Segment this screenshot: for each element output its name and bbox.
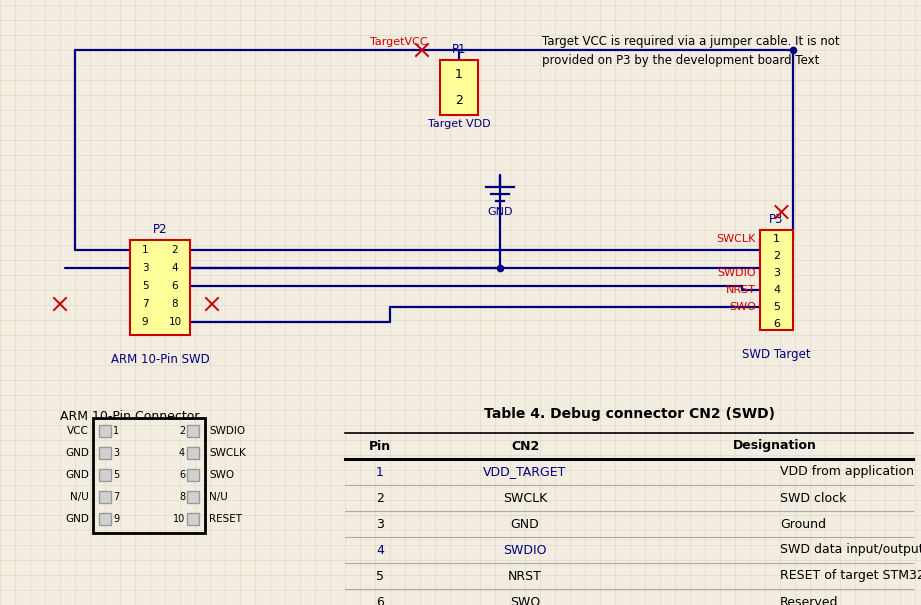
Text: 2: 2 (171, 245, 179, 255)
Text: SWO: SWO (209, 470, 234, 480)
Text: SWD Target: SWD Target (742, 348, 810, 361)
Text: SWDIO: SWDIO (209, 426, 245, 436)
Text: 4: 4 (773, 285, 780, 295)
Text: 1: 1 (376, 465, 384, 479)
Text: 2: 2 (773, 251, 780, 261)
Text: SWCLK: SWCLK (717, 234, 756, 244)
Text: 2: 2 (179, 426, 185, 436)
Text: RESET of target STM32: RESET of target STM32 (780, 569, 921, 583)
Text: VCC: VCC (67, 426, 89, 436)
Text: ARM 10-Pin Connector: ARM 10-Pin Connector (60, 410, 200, 423)
Text: 7: 7 (113, 492, 119, 502)
Text: RESET: RESET (209, 514, 242, 524)
Text: 10: 10 (169, 317, 181, 327)
Text: 3: 3 (376, 517, 384, 531)
Text: NRST: NRST (508, 569, 542, 583)
Text: VDD from application: VDD from application (780, 465, 914, 479)
Text: 1: 1 (455, 68, 463, 80)
Text: 8: 8 (171, 299, 179, 309)
Bar (187, 491, 199, 503)
Text: 4: 4 (171, 263, 179, 273)
Text: Reserved: Reserved (780, 595, 838, 605)
Text: 9: 9 (142, 317, 148, 327)
Text: 1: 1 (142, 245, 148, 255)
Bar (99, 513, 111, 525)
Text: 1: 1 (113, 426, 119, 436)
Bar (187, 425, 199, 437)
Text: N/U: N/U (209, 492, 227, 502)
Text: Pin: Pin (369, 439, 391, 453)
Text: 4: 4 (179, 448, 185, 458)
Text: 7: 7 (142, 299, 148, 309)
Bar (93, 418, 205, 533)
Bar (99, 425, 111, 437)
Text: 5: 5 (142, 281, 148, 291)
Text: 9: 9 (113, 514, 119, 524)
Text: 4: 4 (376, 543, 384, 557)
Text: 10: 10 (173, 514, 185, 524)
Text: Designation: Designation (733, 439, 817, 453)
Text: GND: GND (487, 207, 513, 217)
Text: VDD_TARGET: VDD_TARGET (484, 465, 566, 479)
Text: 6: 6 (773, 319, 780, 329)
Text: SWD clock: SWD clock (780, 491, 846, 505)
Text: Table 4. Debug connector CN2 (SWD): Table 4. Debug connector CN2 (SWD) (484, 407, 775, 421)
Text: GND: GND (65, 514, 89, 524)
Text: 8: 8 (179, 492, 185, 502)
Bar (99, 491, 111, 503)
Bar (130, 240, 190, 335)
Text: GND: GND (510, 517, 540, 531)
Text: SWCLK: SWCLK (503, 491, 547, 505)
Text: SWCLK: SWCLK (209, 448, 246, 458)
Text: Ground: Ground (780, 517, 826, 531)
Text: NRST: NRST (726, 285, 756, 295)
Text: P1: P1 (451, 43, 466, 56)
Text: Target VDD: Target VDD (427, 119, 490, 129)
Text: 5: 5 (376, 569, 384, 583)
Text: ARM 10-Pin SWD: ARM 10-Pin SWD (111, 353, 209, 366)
Text: 1: 1 (773, 234, 780, 244)
Text: 3: 3 (773, 268, 780, 278)
Text: 5: 5 (773, 302, 780, 312)
Text: N/U: N/U (70, 492, 89, 502)
Text: P3: P3 (769, 213, 784, 226)
Text: SWO: SWO (729, 302, 756, 312)
Text: 6: 6 (376, 595, 384, 605)
Text: 6: 6 (171, 281, 179, 291)
Bar (187, 513, 199, 525)
Text: SWDIO: SWDIO (503, 543, 547, 557)
Text: 3: 3 (142, 263, 148, 273)
Text: P2: P2 (153, 223, 168, 236)
Text: SWD data input/output: SWD data input/output (780, 543, 921, 557)
Text: 3: 3 (113, 448, 119, 458)
Text: 6: 6 (179, 470, 185, 480)
Text: SWO: SWO (510, 595, 540, 605)
Bar (440, 60, 478, 115)
Bar (760, 230, 793, 330)
Text: GND: GND (65, 448, 89, 458)
Text: 2: 2 (376, 491, 384, 505)
Text: GND: GND (65, 470, 89, 480)
Bar (187, 447, 199, 459)
Text: CN2: CN2 (511, 439, 539, 453)
Text: SWDIO: SWDIO (717, 268, 756, 278)
Bar (99, 469, 111, 481)
Text: 5: 5 (113, 470, 119, 480)
Bar (187, 469, 199, 481)
Text: TargetVCC: TargetVCC (370, 37, 428, 47)
Text: Target VCC is required via a jumper cable. It is not
provided on P3 by the devel: Target VCC is required via a jumper cabl… (542, 35, 840, 67)
Bar (99, 447, 111, 459)
Text: 2: 2 (455, 94, 463, 108)
